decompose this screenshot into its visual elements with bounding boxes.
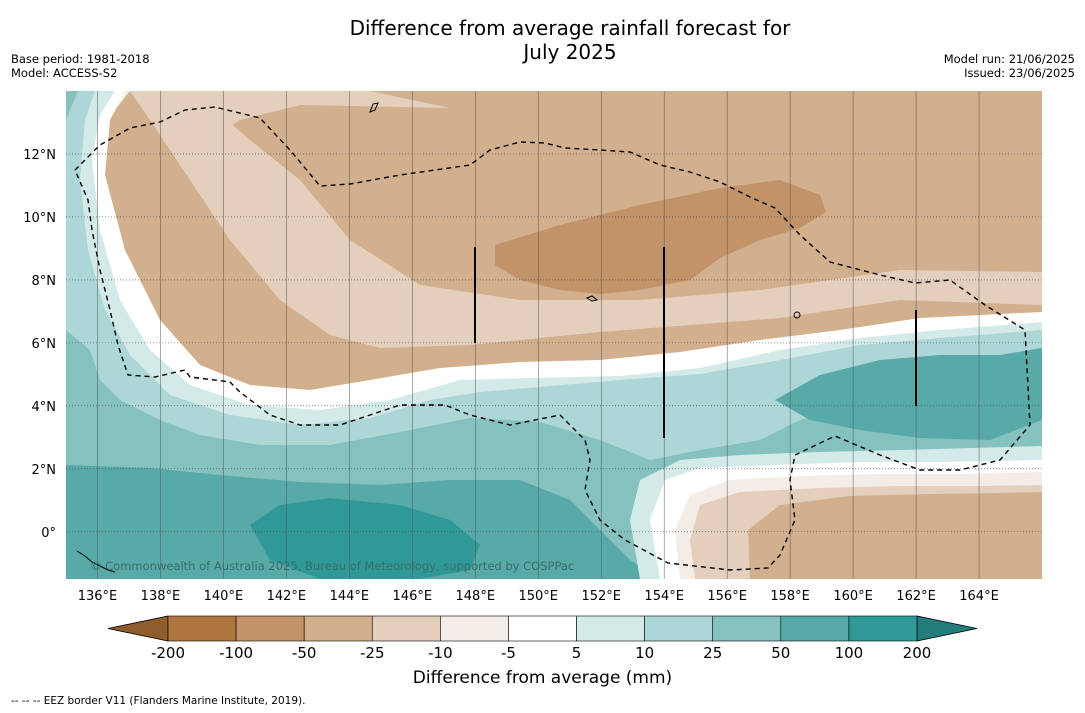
lon-label: 150°E [518, 589, 558, 604]
lon-label: 154°E [644, 589, 684, 604]
lon-label: 160°E [833, 589, 873, 604]
colorbar-swatch [303, 615, 373, 642]
colorbar-tick-label: -50 [292, 644, 317, 662]
lon-label: 140°E [204, 589, 244, 604]
colorbar-tick-label: 10 [635, 644, 654, 662]
contour-fields [66, 91, 1042, 579]
colorbar: -200 -100 -50 -25 -10 -5 5 10 25 50 100 200 [107, 615, 978, 662]
colorbar-swatch [167, 615, 237, 642]
colorbar-swatch [712, 615, 782, 642]
base-period: Base period: 1981-2018 [11, 52, 150, 66]
lon-label: 136°E [78, 589, 118, 604]
colorbar-tick-label: 25 [703, 644, 722, 662]
colorbar-tick-label: -10 [428, 644, 453, 662]
copyright-text: © Commonwealth of Australia 2025, Bureau… [90, 559, 574, 573]
meta-left: Base period: 1981-2018 Model: ACCESS-S2 [11, 52, 150, 80]
colorbar-swatch [848, 615, 918, 642]
contour-plus50-east [775, 348, 1042, 440]
issued-date: Issued: 23/06/2025 [964, 66, 1075, 80]
lat-label: 0° [41, 526, 56, 541]
colorbar-tick-label: -100 [219, 644, 253, 662]
lon-label: 146°E [393, 589, 433, 604]
island-central [585, 295, 599, 302]
lat-label: 2°N [32, 463, 57, 478]
model-name: Model: ACCESS-S2 [11, 66, 118, 80]
eez-border [74, 106, 1031, 571]
lon-label: 162°E [896, 589, 936, 604]
contour-minus25-southeast [748, 492, 1042, 579]
contour-plus25-corner [66, 91, 78, 120]
land-features [76, 102, 801, 573]
eez-border-line [74, 106, 1031, 571]
lon-label: 164°E [959, 589, 999, 604]
island-north [369, 102, 379, 113]
title-line-1: Difference from average rainfall forecas… [349, 16, 791, 40]
colorbar-title: Difference from average (mm) [412, 668, 673, 688]
lon-label: 156°E [707, 589, 747, 604]
colorbar-swatch [235, 615, 305, 642]
lat-label: 12°N [23, 148, 56, 163]
lon-label: 144°E [330, 589, 370, 604]
lat-label: 8°N [32, 274, 57, 289]
lat-label: 6°N [32, 337, 57, 352]
colorbar-tick-label: 100 [835, 644, 864, 662]
colorbar-extend-low [107, 615, 169, 642]
footnote: -- -- -- EEZ border V11 (Flanders Marine… [11, 695, 306, 707]
lon-label: 158°E [770, 589, 810, 604]
colorbar-tick-label: -200 [151, 644, 185, 662]
lon-labels: 136°E 138°E 140°E 142°E 144°E 146°E 148°E 150°E… [78, 589, 999, 604]
colorbar-swatch [644, 615, 714, 642]
colorbar-swatch [440, 615, 509, 642]
lon-label: 138°E [141, 589, 181, 604]
colorbar-tick-label: 5 [572, 644, 582, 662]
model-run: Model run: 21/06/2025 [943, 52, 1075, 66]
gridlines [66, 91, 1042, 579]
colorbar-extend-high [916, 615, 978, 642]
contour-plus100-core [250, 498, 480, 579]
colorbar-swatch [780, 615, 850, 642]
lon-label: 152°E [581, 589, 621, 604]
colorbar-tick-label: -5 [501, 644, 516, 662]
lat-label: 10°N [23, 211, 56, 226]
contour-minus50-core [495, 180, 826, 294]
lat-label: 4°N [32, 400, 57, 415]
title-line-2: July 2025 [523, 40, 617, 64]
lon-label: 142°E [267, 589, 307, 604]
colorbar-tick-label: -25 [360, 644, 385, 662]
marker-bars [474, 247, 917, 438]
lon-label: 148°E [456, 589, 496, 604]
colorbar-tick-label: 50 [771, 644, 790, 662]
lat-labels: 12°N 10°N 8°N 6°N 4°N 2°N 0° [23, 148, 56, 541]
contour-minus25-north [210, 91, 1042, 300]
colorbar-tick-label: 200 [903, 644, 932, 662]
island-east [793, 311, 801, 319]
colorbar-swatch [371, 615, 441, 642]
meta-right: Model run: 21/06/2025 Issued: 23/06/2025 [944, 52, 1075, 80]
colorbar-swatch [508, 615, 577, 642]
coastline-southwest [76, 550, 116, 573]
colorbar-swatch [576, 615, 645, 642]
